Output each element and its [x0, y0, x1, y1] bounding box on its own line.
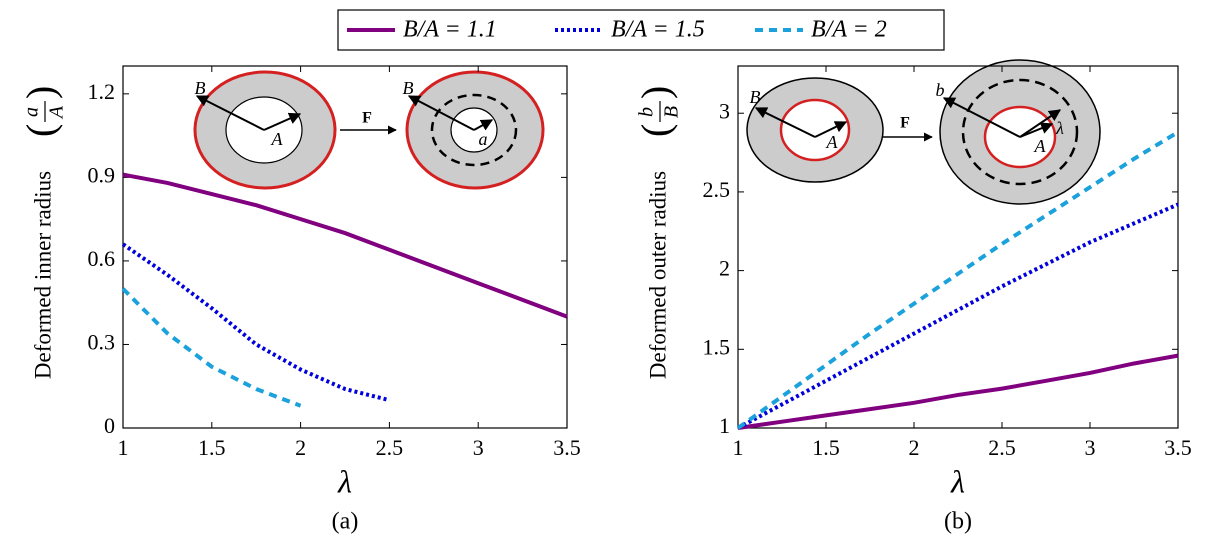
x-tick-label: 2 — [909, 435, 920, 460]
legend-label: B/A = 1.1 — [403, 17, 497, 43]
legend-label: B/A = 2 — [811, 17, 887, 43]
caption: (b) — [944, 509, 972, 535]
series-line — [736, 130, 1180, 430]
inset-label: F — [362, 110, 372, 127]
inset-label: B — [195, 78, 206, 98]
x-tick-label: 1 — [118, 435, 129, 460]
x-tick-label: 2.5 — [988, 435, 1016, 460]
x-tick-label: 3.5 — [1164, 435, 1192, 460]
inset-label: F — [900, 115, 910, 132]
y-axis-label-text: Deformed inner radius — [30, 171, 55, 379]
y-tick-label: 1.2 — [88, 79, 116, 104]
series-line — [737, 353, 1179, 430]
inset-label: B — [403, 78, 414, 98]
y-axis-label: Deformed outer radius ( b B) — [633, 86, 682, 379]
y-tick-label: 0.9 — [88, 162, 116, 187]
y-tick-label: 0.3 — [88, 330, 116, 355]
inset-label: b — [936, 80, 945, 100]
inset-diagram-b — [746, 59, 1101, 205]
y-tick-label: 0 — [104, 413, 115, 438]
y-axis-label-num: a — [21, 107, 43, 117]
y-tick-label: 3 — [719, 98, 730, 123]
x-tick-label: 3 — [473, 435, 484, 460]
inset-label: A — [826, 132, 839, 152]
y-axis-label-text: Deformed outer radius — [645, 171, 670, 379]
inset-label: B — [750, 87, 761, 107]
y-tick-label: 0.6 — [88, 246, 116, 271]
inset-label: λ — [1055, 118, 1064, 138]
inset-diagram-a — [193, 70, 545, 190]
legend-label: B/A = 1.5 — [611, 17, 705, 43]
x-tick-label: 3 — [1085, 435, 1096, 460]
caption: (a) — [332, 509, 359, 535]
y-axis-label-num: b — [636, 107, 658, 117]
y-tick-label: 2.5 — [703, 177, 731, 202]
y-tick-label: 1 — [719, 413, 730, 438]
axes-frame — [122, 65, 568, 429]
inset-label: A — [271, 129, 284, 149]
series-line — [121, 242, 390, 403]
x-axis-label: λ — [337, 463, 352, 499]
inset-label: a — [479, 129, 488, 149]
y-tick-label: 1.5 — [703, 334, 731, 359]
series-line — [121, 287, 302, 408]
paren: ) — [18, 86, 63, 99]
y-axis-label-den: A — [46, 105, 68, 120]
legend-box — [337, 9, 945, 51]
y-axis-label-den: B — [661, 106, 683, 118]
x-axis-label: λ — [950, 463, 965, 499]
x-tick-label: 2 — [295, 435, 306, 460]
series-line — [122, 172, 568, 319]
axes-frame — [737, 65, 1179, 429]
paren: ) — [633, 86, 678, 99]
x-tick-label: 1.5 — [812, 435, 840, 460]
x-tick-label: 1 — [733, 435, 744, 460]
x-tick-label: 1.5 — [198, 435, 226, 460]
y-tick-label: 2 — [719, 256, 730, 281]
paren: ( — [633, 124, 678, 137]
paren: ( — [18, 124, 63, 137]
inset-label: A — [1034, 136, 1047, 156]
x-tick-label: 3.5 — [553, 435, 581, 460]
x-tick-label: 2.5 — [376, 435, 404, 460]
y-axis-label: Deformed inner radius ( a A) — [18, 86, 67, 379]
